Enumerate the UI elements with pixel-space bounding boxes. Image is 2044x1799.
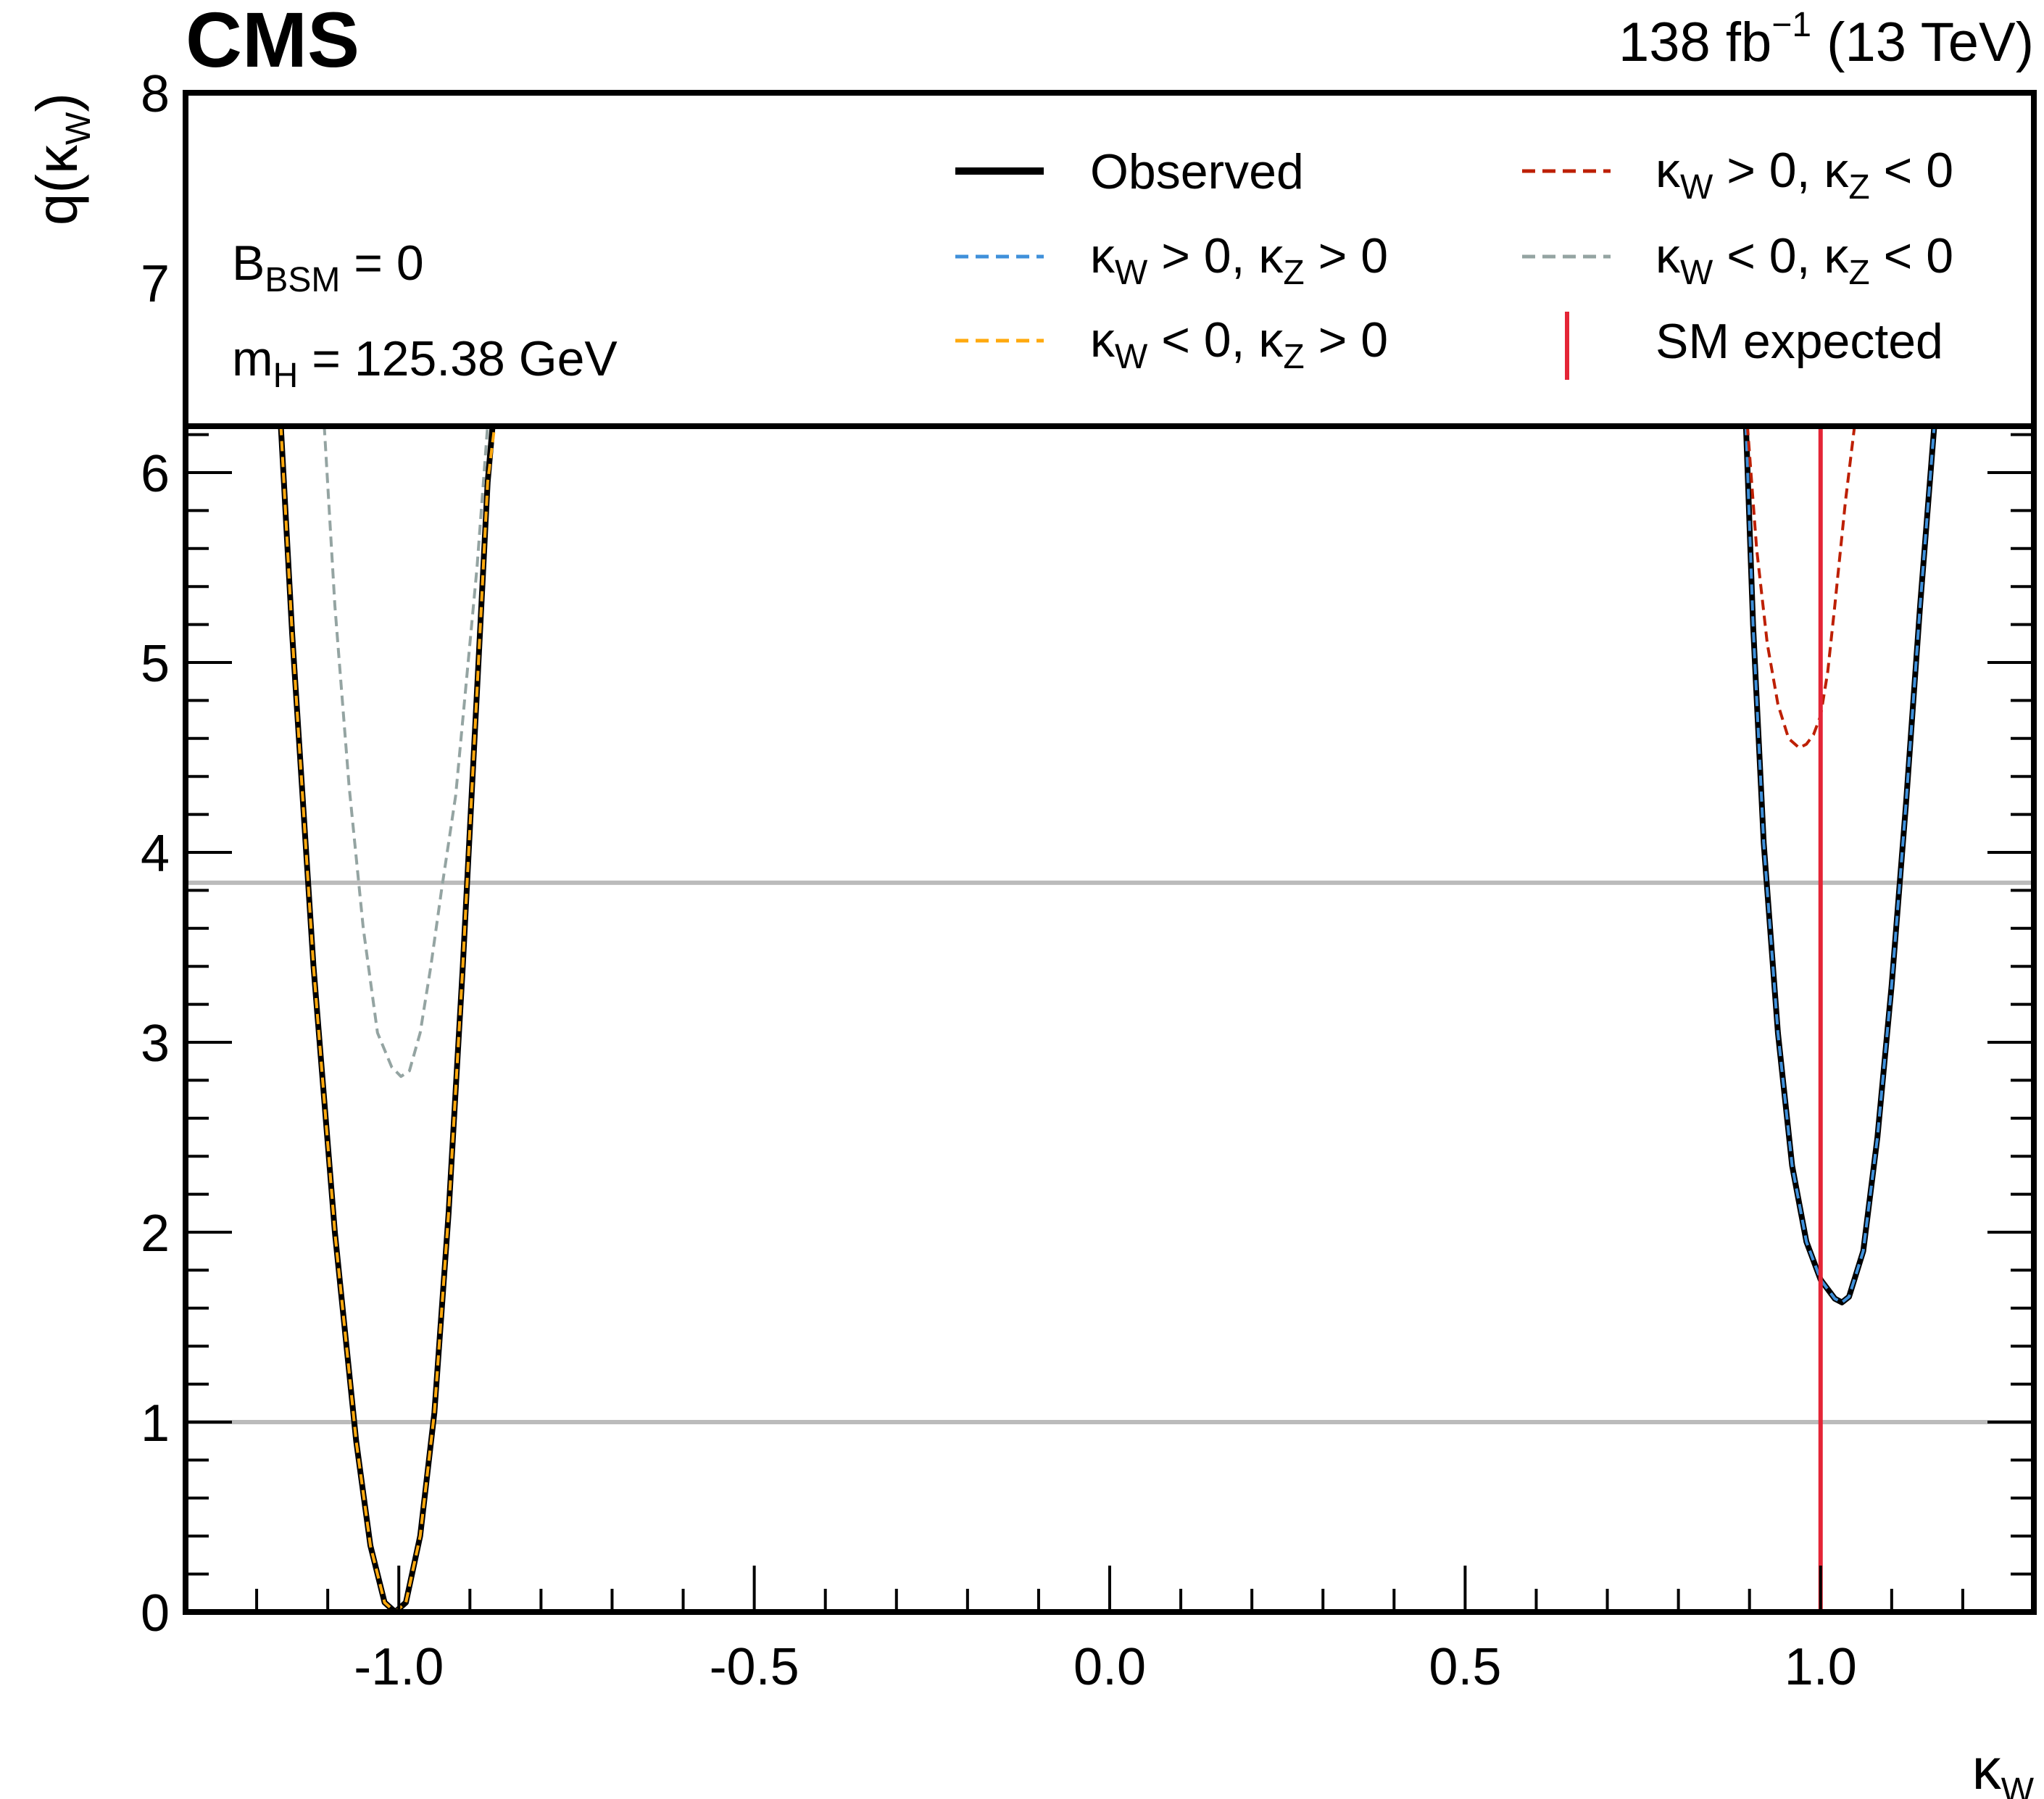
curves [278, 425, 1937, 1615]
mh-label: mH = 125.38 GeV [232, 331, 618, 395]
y-tick-label-5: 5 [141, 635, 170, 693]
legend-label-kw-neg-kz-pos: κW < 0, κZ > 0 [1090, 312, 1388, 376]
y-axis-title: q(κW) [25, 93, 98, 225]
experiment-label: CMS [186, 0, 360, 83]
x-tick-label-2: 0.0 [1073, 1638, 1146, 1696]
curve-kw-neg-kz-neg-0 [323, 425, 489, 1079]
legend-label-kw-pos-kz-neg: κW > 0, κZ < 0 [1655, 143, 1953, 207]
y-tick-label-3: 3 [141, 1015, 170, 1073]
lumi-value: 138 fb [1619, 12, 1771, 73]
y-tick-label-8: 8 [141, 65, 170, 123]
curve-kw-neg-kz-pos-0 [279, 425, 497, 1613]
bbsm-label: BBSM = 0 [232, 236, 424, 299]
y-tick-label-2: 2 [141, 1205, 170, 1263]
curve-kw-pos-kz-neg-0 [1745, 425, 1856, 749]
x-tick-label-3: 0.5 [1429, 1638, 1501, 1696]
legend-label-sm-expected: SM expected [1655, 314, 1943, 369]
lumi-exponent: −1 [1771, 6, 1811, 44]
x-tick-label-0: -1.0 [354, 1638, 444, 1696]
y-tick-label-6: 6 [141, 445, 170, 503]
x-axis-title: κW [1972, 1737, 2035, 1799]
y-tick-label-1: 1 [141, 1395, 170, 1453]
legend-label-observed: Observed [1090, 144, 1304, 199]
reference-lines [186, 880, 2034, 1424]
energy-label: (13 TeV) [1811, 12, 2034, 73]
legend-label-kw-neg-kz-neg: κW < 0, κZ < 0 [1655, 228, 1953, 292]
luminosity-label: 138 fb−1 (13 TeV) [1619, 6, 2034, 73]
curve-kw-pos-kz-pos-0 [1744, 425, 1936, 1304]
x-tick-label-4: 1.0 [1785, 1638, 1857, 1696]
curve-observed-0 [278, 425, 496, 1615]
y-tick-label-4: 4 [141, 825, 170, 883]
tick-labels: -1.0 -0.5 0.0 0.5 1.0 0 1 2 3 4 5 6 7 8 [141, 65, 1857, 1696]
plot-frame [183, 90, 2037, 1615]
y-tick-label-0: 0 [141, 1584, 170, 1642]
legend-label-kw-pos-kz-pos: κW > 0, κZ > 0 [1090, 228, 1388, 292]
x-tick-label-1: -0.5 [710, 1638, 799, 1696]
y-tick-label-7: 7 [141, 255, 170, 313]
